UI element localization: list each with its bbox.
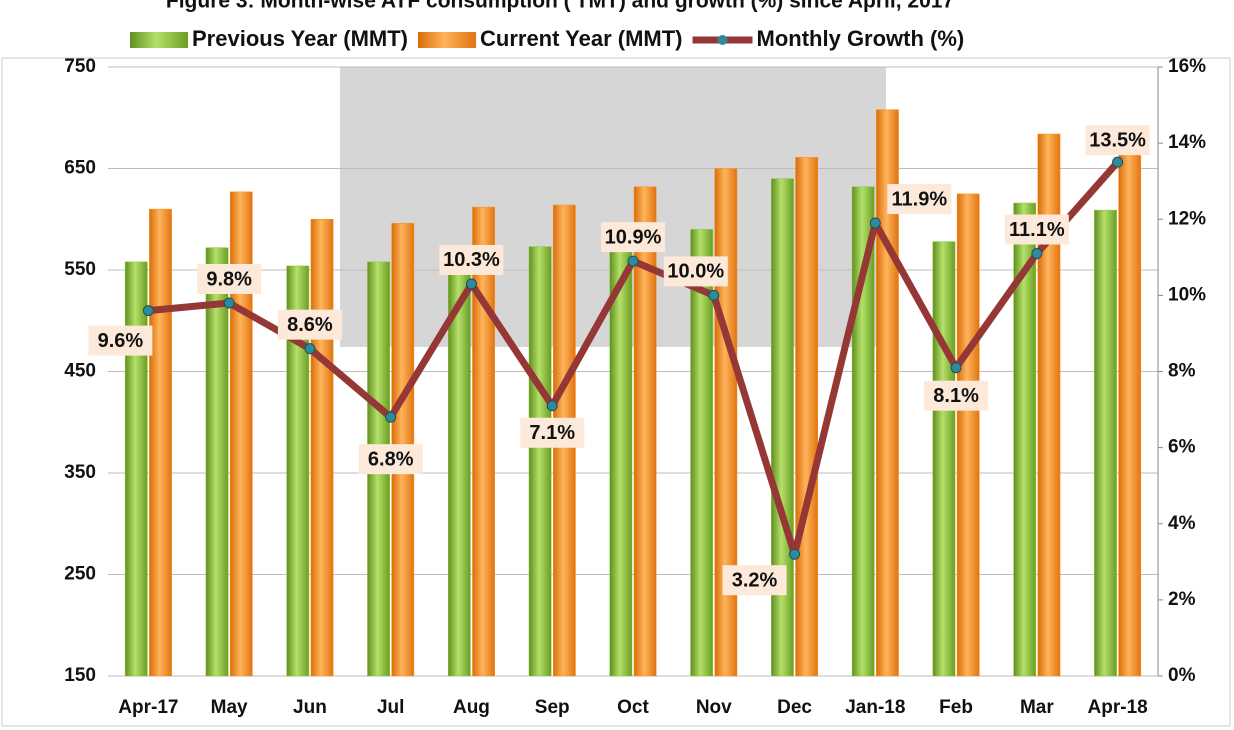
data-label-bg: [439, 244, 504, 275]
bar: [447, 264, 471, 677]
data-label-bg: [197, 263, 262, 294]
data-label: 9.8%: [206, 268, 252, 290]
legend-swatch: [717, 35, 728, 45]
data-label: 11.1%: [1009, 219, 1065, 241]
bar: [310, 219, 334, 677]
x-tick-label: Apr-18: [1088, 697, 1148, 718]
growth-marker: [465, 278, 477, 290]
bar: [286, 265, 310, 677]
data-label: 9.6%: [98, 330, 144, 352]
data-label-bg: [358, 444, 423, 475]
x-tick-label: Dec: [777, 697, 812, 718]
growth-marker: [142, 305, 154, 317]
y2-tick-label: 8%: [1168, 361, 1196, 382]
x-tick-label: Sep: [535, 697, 570, 718]
bar: [528, 246, 552, 677]
bar: [932, 241, 956, 677]
y-tick-label: 450: [64, 361, 96, 382]
bar: [1037, 133, 1061, 677]
y-tick-label: 550: [64, 259, 96, 280]
growth-marker: [223, 297, 235, 309]
data-label-bg: [722, 565, 787, 596]
legend-label: Monthly Growth (%): [757, 26, 965, 51]
y-tick-label: 650: [64, 158, 96, 179]
x-tick-label: Jan-18: [845, 697, 905, 718]
data-label-bg: [1004, 214, 1069, 245]
y2-tick-label: 0%: [1168, 665, 1196, 686]
bar: [124, 261, 148, 677]
bar: [956, 193, 980, 677]
data-label-bg: [1085, 125, 1150, 156]
y2-tick-label: 6%: [1168, 437, 1196, 458]
data-label-bg: [277, 309, 342, 340]
legend-label: Current Year (MMT): [480, 26, 683, 51]
data-label: 3.2%: [732, 569, 778, 591]
frame: [1, 57, 1231, 727]
y-tick-label: 250: [64, 564, 96, 585]
growth-marker: [385, 411, 397, 423]
growth-marker: [304, 343, 316, 355]
growth-marker: [789, 548, 801, 560]
bar: [472, 206, 495, 677]
growth-marker: [627, 255, 639, 267]
data-label-bg: [520, 417, 585, 448]
bar: [1118, 126, 1142, 677]
y2-tick-label: 2%: [1168, 589, 1196, 610]
y2-tick-label: 12%: [1168, 208, 1206, 229]
y-tick-label: 750: [64, 56, 96, 77]
bar: [1013, 202, 1037, 677]
y-tick-label: 150: [64, 665, 96, 686]
bar: [1094, 209, 1117, 677]
legend-label: Previous Year (MMT): [192, 26, 408, 51]
y2-tick-label: 14%: [1168, 132, 1206, 153]
x-tick-label: May: [211, 697, 248, 718]
data-label: 13.5%: [1089, 129, 1146, 151]
data-label: 10.0%: [667, 261, 724, 283]
y2-tick-label: 16%: [1168, 56, 1206, 77]
data-label: 10.3%: [443, 249, 500, 271]
growth-marker: [1031, 248, 1043, 260]
bar: [149, 208, 172, 677]
data-label-bg: [924, 380, 989, 411]
data-label: 8.1%: [933, 385, 979, 407]
data-label: 6.8%: [368, 448, 414, 470]
growth-marker: [869, 217, 881, 229]
chart-title: Figure 3: Month-wise ATF consumption ('T…: [166, 0, 954, 13]
data-label: 11.9%: [892, 188, 948, 210]
data-label: 10.9%: [605, 226, 662, 248]
bar: [205, 247, 229, 677]
x-tick-label: Oct: [617, 697, 649, 718]
growth-marker: [708, 289, 720, 301]
x-tick-label: Nov: [696, 697, 732, 718]
x-tick-label: Jul: [377, 697, 404, 718]
data-label-bg: [601, 222, 665, 253]
x-tick-label: Aug: [453, 697, 490, 718]
bar: [714, 168, 738, 677]
data-label: 7.1%: [529, 422, 575, 444]
growth-marker: [546, 400, 558, 412]
legend-swatch: [130, 32, 188, 48]
growth-marker: [950, 362, 962, 374]
bar: [795, 157, 819, 677]
x-tick-label: Jun: [293, 697, 327, 718]
x-tick-label: Apr-17: [118, 697, 178, 718]
x-tick-label: Feb: [939, 697, 973, 718]
data-label-bg: [88, 325, 153, 356]
data-label: 8.6%: [287, 314, 333, 336]
data-label-bg: [887, 184, 952, 215]
y2-tick-label: 10%: [1168, 284, 1206, 305]
y-tick-label: 350: [64, 462, 96, 483]
legend-swatch: [418, 32, 476, 48]
data-label-bg: [663, 256, 728, 287]
bar: [609, 249, 633, 677]
bar: [633, 186, 657, 677]
bar: [690, 229, 714, 677]
x-tick-label: Mar: [1020, 697, 1054, 718]
growth-marker: [1112, 156, 1124, 168]
y2-tick-label: 4%: [1168, 513, 1196, 534]
bar: [771, 178, 794, 677]
